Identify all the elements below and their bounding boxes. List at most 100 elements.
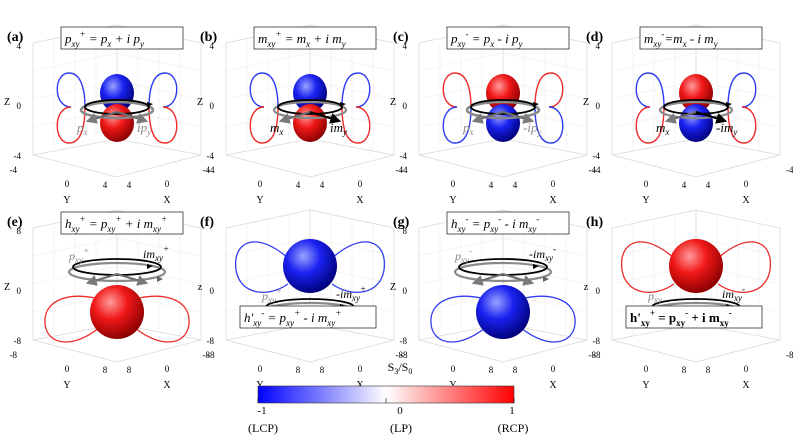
y-axis-label: Y <box>63 195 70 206</box>
z-axis-label: z <box>198 282 203 293</box>
x-tick-min: -4 <box>207 165 215 175</box>
y-tick-mid: 0 <box>644 364 649 374</box>
dipole-label-1: pxy+ <box>261 286 282 305</box>
x-axis-label: X <box>549 380 557 391</box>
dipole-label-1: pxy <box>647 289 662 305</box>
formula-text: hxy+ = pxy+ + i mxy+ <box>65 214 167 234</box>
y-axis-label: Y <box>63 380 70 391</box>
x-tick-min: -4 <box>400 165 408 175</box>
dipole-rotation <box>67 258 167 286</box>
field-loops <box>430 295 576 343</box>
field-loops <box>234 241 386 293</box>
dipole-labels: px ipy <box>76 120 151 137</box>
x-axis-label: X <box>549 195 557 206</box>
panel-d: 40-4Z-4 -40 4 4 0Y Xmx -imy(d) mxy-=mx - i my <box>583 24 793 206</box>
x-tick-min: -4 <box>786 165 793 175</box>
formula-box: pxy- = px - i py <box>446 26 570 50</box>
formula-text: h'xy- = pxy+ - i mxy+ <box>244 308 341 328</box>
panel-letter: (c) <box>393 30 409 45</box>
z-tick-mid: 0 <box>403 101 408 111</box>
formula-text: h'xy+ = pxy- + i mxy- <box>630 308 732 328</box>
dipole-label-2: imy <box>330 120 347 137</box>
x-tick-mid: 0 <box>551 179 556 189</box>
y-tick-max: 4 <box>103 180 108 190</box>
dipole-labels: mx imy <box>270 120 347 137</box>
y-axis-label: Y <box>449 380 456 391</box>
panel-b: 40-4Z-4 -40 4 4 0Y Xmx imy(b) mxy+ = mx + i my <box>197 24 408 206</box>
dipole-labels: pxy imxy- <box>647 284 745 305</box>
x-tick-min: -8 <box>593 350 601 360</box>
dipole-label-2: -imxy+ <box>336 284 366 303</box>
x-axis-label: X <box>356 195 364 206</box>
x-tick-max: 8 <box>320 365 325 375</box>
y-tick-min: -4 <box>589 165 597 175</box>
y-tick-max: 8 <box>682 365 687 375</box>
field-loops <box>620 241 772 293</box>
dipole-label-2: -imxy- <box>529 244 556 263</box>
z-axis-label: Z <box>4 282 10 293</box>
field-loops <box>249 72 371 144</box>
dipole-rotation <box>272 99 348 124</box>
z-tick-min: -4 <box>207 151 215 161</box>
y-tick-min: -8 <box>203 350 211 360</box>
panel-letter: (h) <box>586 215 603 230</box>
colorbar-title: S3/S0 <box>388 360 413 376</box>
z-tick-mid: 0 <box>596 101 601 111</box>
z-axis-label: Z <box>4 97 10 108</box>
emission-pattern <box>476 285 530 339</box>
x-tick-min: -8 <box>786 350 793 360</box>
panel-a: 40-4Z-4 -40 4 4 0Y Xpx ipy(a) pxy+ = px + i py <box>4 24 215 206</box>
formula-text: mxy+ = mx + i my <box>258 29 346 49</box>
y-tick-mid: 0 <box>258 364 263 374</box>
z-tick-max: 4 <box>596 41 601 51</box>
colorbar-tick-max: 1 <box>509 405 515 417</box>
y-tick-mid: 0 <box>258 179 263 189</box>
z-tick-max: 8 <box>403 226 408 236</box>
formula-text: mxy-=mx - i my <box>644 29 718 49</box>
z-tick-min: -8 <box>593 336 601 346</box>
dipole-labels: px -ipy <box>462 120 541 137</box>
z-tick-min: -8 <box>14 336 22 346</box>
z-tick-min: -4 <box>14 151 22 161</box>
y-axis-label: Y <box>642 195 649 206</box>
z-tick-mid: 0 <box>17 101 22 111</box>
y-tick-max: 4 <box>296 180 301 190</box>
label-rcp: (RCP) <box>498 421 529 435</box>
panel-letter: (e) <box>7 215 23 230</box>
colorbar: S3/S0 -1 0 1 (LCP) (LP) (RCP) <box>248 360 528 435</box>
y-axis-label: Y <box>256 380 263 391</box>
z-tick-max: 4 <box>210 41 215 51</box>
x-tick-mid: 0 <box>165 364 170 374</box>
label-lcp: (LCP) <box>248 421 278 435</box>
colorbar-tick-mid: 0 <box>397 405 403 417</box>
y-tick-min: -8 <box>589 350 597 360</box>
formula-box: mxy-=mx - i my <box>639 26 763 50</box>
dipole-label-1: mx <box>656 120 669 137</box>
y-tick-mid: 0 <box>644 179 649 189</box>
y-tick-mid: 0 <box>65 179 70 189</box>
x-tick-max: 4 <box>320 180 325 190</box>
x-tick-max: 8 <box>513 365 518 375</box>
formula-text: hxy- = pxy- - i mxy- <box>451 214 539 234</box>
x-tick-mid: 0 <box>358 179 363 189</box>
x-tick-mid: 0 <box>551 364 556 374</box>
x-axis-label: X <box>163 195 171 206</box>
x-axis-label: X <box>356 380 364 391</box>
colorbar-tick-min: -1 <box>257 405 266 417</box>
dipole-labels: pxy+ -imxy+ <box>261 284 366 305</box>
dipole-label-2: -imy <box>716 120 737 137</box>
formula-box: mxy+ = mx + i my <box>253 26 377 50</box>
y-tick-max: 8 <box>296 365 301 375</box>
z-axis-label: Z <box>390 97 396 108</box>
emission-pattern <box>679 74 713 142</box>
panel-c: 40-4Z-4 -40 4 4 0Y Xpx -ipy(c) pxy- = px - i py <box>390 24 601 206</box>
field-loops <box>56 72 178 144</box>
dipole-label-1: px <box>76 120 88 137</box>
z-tick-min: -4 <box>593 151 601 161</box>
x-tick-mid: 0 <box>744 179 749 189</box>
dipole-labels: mx -imy <box>656 120 737 137</box>
dipole-label-1: pxy- <box>454 246 472 265</box>
panel-letter: (b) <box>200 30 217 45</box>
